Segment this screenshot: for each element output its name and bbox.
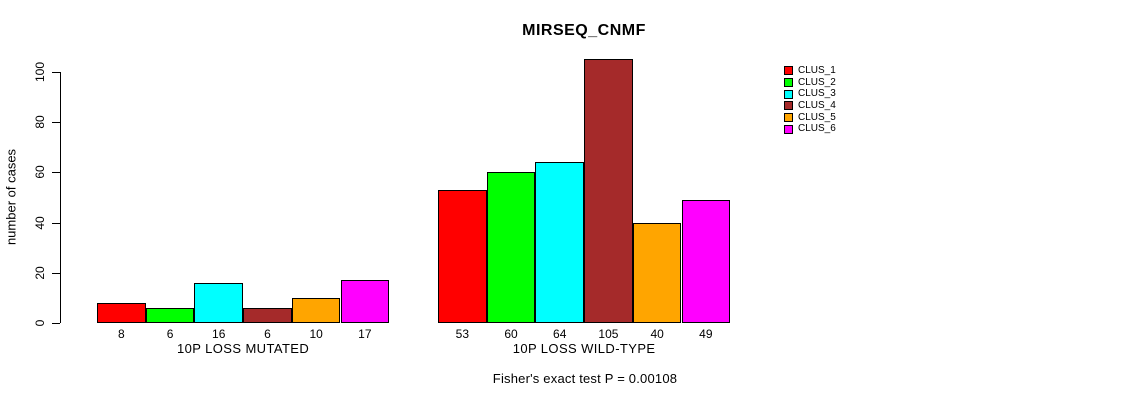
- y-tick-mark: [52, 122, 60, 124]
- y-tick-label: 100: [33, 61, 47, 83]
- bar-clus_4: [584, 59, 633, 323]
- fisher-test-annotation: Fisher's exact test P = 0.00108: [492, 371, 678, 386]
- chart-title: MIRSEQ_CNMF: [522, 22, 646, 39]
- bar-value-label: 17: [358, 327, 372, 341]
- y-tick-mark: [52, 222, 60, 224]
- bar-clus_1: [438, 189, 487, 323]
- bar-value-label: 16: [212, 327, 226, 341]
- bar-value-label: 10: [309, 327, 323, 341]
- legend-label: CLUS_3: [798, 88, 836, 100]
- legend-label: CLUS_2: [798, 76, 836, 88]
- y-tick-label: 80: [33, 115, 47, 129]
- bar-clus_1: [97, 302, 146, 323]
- legend-swatch-clus_1: [784, 66, 793, 76]
- y-tick-mark: [52, 72, 60, 73]
- bar-clus_5: [632, 222, 682, 323]
- bar-clus_6: [340, 280, 390, 323]
- y-tick-label: 20: [33, 266, 47, 280]
- legend-swatch-clus_3: [784, 89, 793, 99]
- group-axis-label: 10P LOSS MUTATED: [177, 341, 310, 356]
- legend-label: CLUS_6: [798, 123, 836, 135]
- bar-value-label: 6: [264, 327, 271, 341]
- legend-item: CLUS_6: [784, 123, 836, 135]
- y-axis-line: [60, 72, 61, 323]
- legend-item: CLUS_1: [784, 65, 836, 77]
- legend-item: CLUS_2: [784, 77, 836, 89]
- y-tick-label: 0: [33, 319, 47, 327]
- legend-item: CLUS_3: [784, 88, 836, 100]
- legend-swatch-clus_6: [784, 124, 793, 134]
- group-axis-label: 10P LOSS WILD-TYPE: [512, 341, 656, 356]
- bar-value-label: 105: [598, 327, 619, 341]
- bar-clus_2: [145, 307, 195, 323]
- legend-label: CLUS_4: [798, 99, 836, 111]
- legend-swatch-clus_5: [784, 113, 793, 123]
- bar-clus_4: [243, 307, 292, 323]
- y-tick-mark: [52, 272, 60, 274]
- bar-value-label: 60: [504, 327, 518, 341]
- y-tick-mark: [52, 172, 60, 174]
- y-axis-title: number of cases: [3, 148, 19, 246]
- legend-swatch-clus_2: [784, 78, 793, 88]
- legend-item: CLUS_5: [784, 112, 836, 124]
- legend-label: CLUS_5: [798, 111, 836, 123]
- y-tick-mark: [52, 323, 60, 324]
- bar-value-label: 64: [553, 327, 567, 341]
- legend: CLUS_1 CLUS_2 CLUS_3 CLUS_4 CLUS_5 CLUS_6: [784, 65, 836, 135]
- bar-clus_3: [194, 282, 244, 323]
- legend-swatch-clus_4: [784, 101, 793, 111]
- bar-value-label: 6: [166, 327, 174, 341]
- legend-item: CLUS_4: [784, 100, 836, 112]
- legend-label: CLUS_1: [798, 64, 836, 76]
- y-tick-label: 40: [33, 215, 47, 230]
- bar-value-label: 49: [699, 327, 713, 341]
- y-tick-label: 60: [33, 165, 47, 180]
- bar-clus_5: [291, 297, 341, 323]
- bar-value-label: 8: [118, 327, 125, 341]
- bar-value-label: 53: [455, 327, 470, 341]
- bar-clus_6: [681, 200, 731, 323]
- bar-value-label: 40: [650, 327, 664, 341]
- bar-clus_2: [486, 172, 536, 323]
- bar-clus_3: [535, 162, 585, 323]
